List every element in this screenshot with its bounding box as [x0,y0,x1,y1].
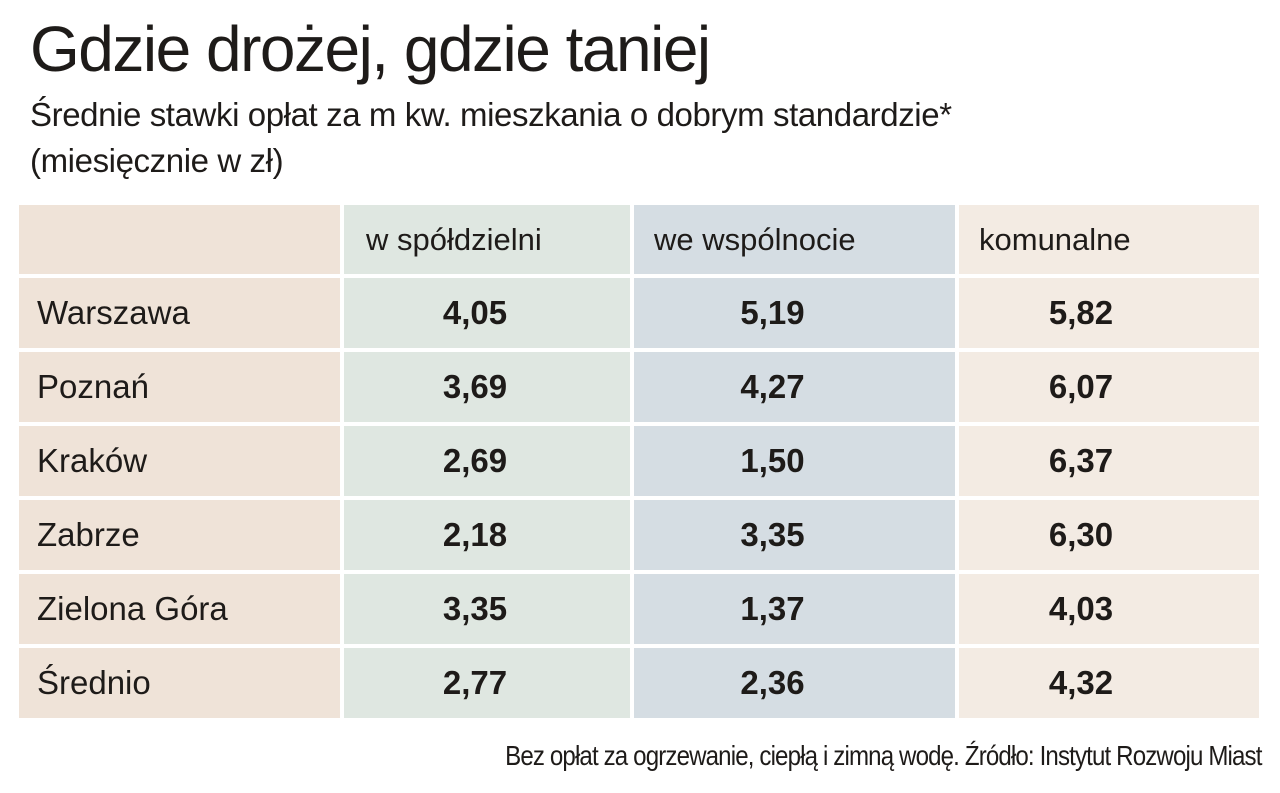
value-spoldzielnia: 3,35 [344,574,630,644]
rates-table: w spółdzielni we wspólnocie komunalne Wa… [19,205,1260,718]
row-label: Kraków [19,426,340,496]
source-footnote: Bez opłat za ogrzewanie, ciepłą i zimną … [505,740,1263,771]
value-komunalne: 6,37 [959,426,1259,496]
row-label: Zabrze [19,500,340,570]
row-label: Zielona Góra [19,574,340,644]
header-cell-spoldzielnia: w spółdzielni [344,205,630,274]
row-label-average: Średnio [19,648,340,718]
subtitle-line-1: Średnie stawki opłat za m kw. mieszkania… [30,96,952,133]
value-spoldzielnia: 3,69 [344,352,630,422]
value-wspolnota: 1,50 [634,426,955,496]
header-cell-komunalne: komunalne [959,205,1259,274]
header-cell-city [19,205,340,274]
value-wspolnota: 5,19 [634,278,955,348]
row-label: Warszawa [19,278,340,348]
value-wspolnota: 2,36 [634,648,955,718]
value-komunalne: 5,82 [959,278,1259,348]
value-komunalne: 6,30 [959,500,1259,570]
value-komunalne: 4,03 [959,574,1259,644]
chart-subtitle: Średnie stawki opłat za m kw. mieszkania… [30,92,952,184]
chart-title: Gdzie drożej, gdzie taniej [30,13,711,85]
row-label: Poznań [19,352,340,422]
value-komunalne: 4,32 [959,648,1259,718]
value-wspolnota: 4,27 [634,352,955,422]
value-wspolnota: 3,35 [634,500,955,570]
value-wspolnota: 1,37 [634,574,955,644]
value-spoldzielnia: 2,77 [344,648,630,718]
value-spoldzielnia: 2,18 [344,500,630,570]
value-spoldzielnia: 4,05 [344,278,630,348]
header-cell-wspolnota: we wspólnocie [634,205,955,274]
subtitle-line-2: (miesięcznie w zł) [30,142,284,179]
value-komunalne: 6,07 [959,352,1259,422]
value-spoldzielnia: 2,69 [344,426,630,496]
